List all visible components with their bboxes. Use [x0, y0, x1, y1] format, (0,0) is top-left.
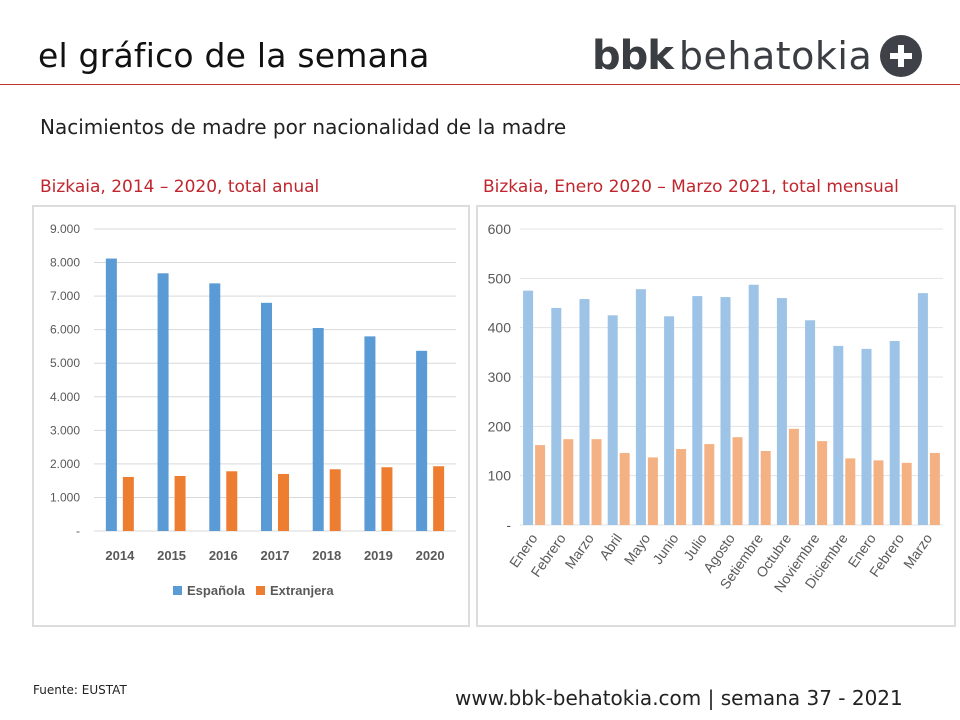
- y-tick-label: 4.000: [50, 390, 80, 404]
- bar-extranjera-enero-0: [535, 445, 546, 525]
- annual-chart-svg: - 1.000 2.000 3.000 4.000 5.000 6.000 7.000 8.00…: [50, 222, 456, 598]
- y-tick-label: 2.000: [50, 457, 80, 471]
- bar-española-enero-0: [523, 290, 534, 525]
- bar-extranjera-2015: [174, 475, 186, 531]
- bar-extranjera-agosto-7: [732, 437, 743, 525]
- bar-española-junio-5: [664, 316, 675, 525]
- legend-swatch-espanola: [173, 586, 182, 595]
- y-tick-label: 600: [488, 221, 512, 237]
- bar-extranjera-2017: [278, 473, 289, 531]
- bar-española-setiembre-8: [748, 284, 759, 525]
- y-tick-label: 100: [488, 468, 512, 484]
- bar-española-2015: [157, 273, 169, 531]
- bar-española-noviembre-10: [805, 320, 816, 525]
- bar-extranjera-2014: [122, 476, 134, 531]
- y-tick-label: 300: [488, 369, 512, 385]
- legend-label: Española: [187, 583, 246, 598]
- bar-extranjera-noviembre-10: [817, 441, 828, 525]
- y-tick-label: -: [506, 517, 511, 533]
- bar-extranjera-octubre-9: [788, 428, 799, 525]
- x-tick-label: 2019: [364, 548, 393, 563]
- bar-española-diciembre-11: [833, 345, 844, 525]
- bar-extranjera-2016: [226, 471, 238, 531]
- legend-label: Extranjera: [270, 583, 334, 598]
- bar-extranjera-diciembre-11: [845, 458, 856, 525]
- bar-española-marzo-14: [917, 293, 928, 525]
- y-tick-label: 5.000: [50, 356, 80, 370]
- bar-española-2019: [364, 336, 376, 531]
- legend-swatch-extranjera: [256, 586, 265, 595]
- bar-española-2016: [209, 283, 221, 531]
- bar-española-febrero-1: [551, 307, 562, 525]
- bar-extranjera-abril-3: [619, 452, 630, 525]
- bar-extranjera-marzo-14: [929, 452, 940, 525]
- bar-española-marzo-2: [579, 299, 590, 525]
- bar-española-mayo-4: [635, 289, 646, 525]
- page-title: el gráfico de la semana: [38, 36, 430, 75]
- y-tick-label: 6.000: [50, 323, 80, 337]
- bar-española-abril-3: [607, 315, 618, 525]
- bar-española-2014: [105, 258, 117, 531]
- bar-extranjera-2020: [433, 466, 445, 531]
- header-divider: [0, 84, 960, 85]
- y-tick-label: 500: [488, 270, 512, 286]
- bar-extranjera-enero-12: [873, 460, 884, 525]
- x-tick-label: Junio: [649, 530, 681, 567]
- bar-extranjera-julio-6: [704, 444, 715, 525]
- chart-panel-annual: - 1.000 2.000 3.000 4.000 5.000 6.000 7.000 8.00…: [32, 205, 470, 627]
- bar-extranjera-febrero-1: [563, 439, 574, 525]
- y-tick-label: -: [76, 524, 80, 538]
- bar-española-2020: [416, 350, 428, 531]
- y-tick-label: 400: [488, 320, 512, 336]
- x-tick-label: 2018: [312, 548, 341, 563]
- bar-española-agosto-7: [720, 297, 731, 525]
- plus-icon: [880, 35, 923, 77]
- x-tick-label: 2014: [105, 548, 135, 563]
- x-tick-label: 2015: [157, 548, 186, 563]
- y-tick-label: 3.000: [50, 423, 80, 437]
- y-tick-label: 7.000: [50, 289, 80, 303]
- bar-española-febrero-13: [889, 340, 900, 525]
- bar-extranjera-marzo-2: [591, 439, 602, 525]
- y-tick-label: 9.000: [50, 222, 80, 236]
- source-note: Fuente: EUSTAT: [33, 683, 127, 697]
- x-tick-label: Marzo: [562, 530, 598, 571]
- slide-subtitle: Nacimientos de madre por nacionalidad de…: [40, 115, 567, 139]
- footer-text: www.bbk-behatokia.com | semana 37 - 2021: [455, 686, 903, 710]
- bar-española-enero-12: [861, 348, 872, 525]
- chart-title-monthly: Bizkaia, Enero 2020 – Marzo 2021, total …: [483, 177, 899, 197]
- logo-bbk-text: bbk: [592, 33, 674, 79]
- y-tick-label: 1.000: [50, 490, 80, 504]
- y-tick-label: 8.000: [50, 256, 80, 270]
- bar-extranjera-2019: [381, 467, 393, 531]
- bar-española-2017: [261, 302, 272, 531]
- x-tick-label: 2016: [209, 548, 238, 563]
- x-tick-label: Marzo: [900, 530, 936, 571]
- chart-panel-monthly: -100 200 300 400 500 600 Enero Febrero Marzo Abri…: [476, 205, 956, 627]
- bar-extranjera-febrero-13: [901, 462, 912, 525]
- x-tick-label: Mayo: [621, 530, 654, 567]
- x-tick-label: 2017: [261, 548, 290, 563]
- x-tick-label: 2020: [416, 548, 445, 563]
- bar-extranjera-mayo-4: [647, 457, 658, 525]
- y-tick-label: 200: [488, 418, 512, 434]
- bar-extranjera-setiembre-8: [760, 451, 771, 525]
- logo-behatokia-text: behatokia: [678, 34, 873, 78]
- bar-extranjera-2018: [329, 469, 341, 531]
- chart-title-annual: Bizkaia, 2014 – 2020, total anual: [40, 177, 320, 197]
- bar-española-julio-6: [692, 296, 703, 525]
- bar-extranjera-junio-5: [676, 449, 687, 525]
- bar-española-octubre-9: [776, 298, 787, 525]
- bar-española-2018: [312, 327, 324, 531]
- brand-logo[interactable]: bbk behatokia: [592, 30, 923, 82]
